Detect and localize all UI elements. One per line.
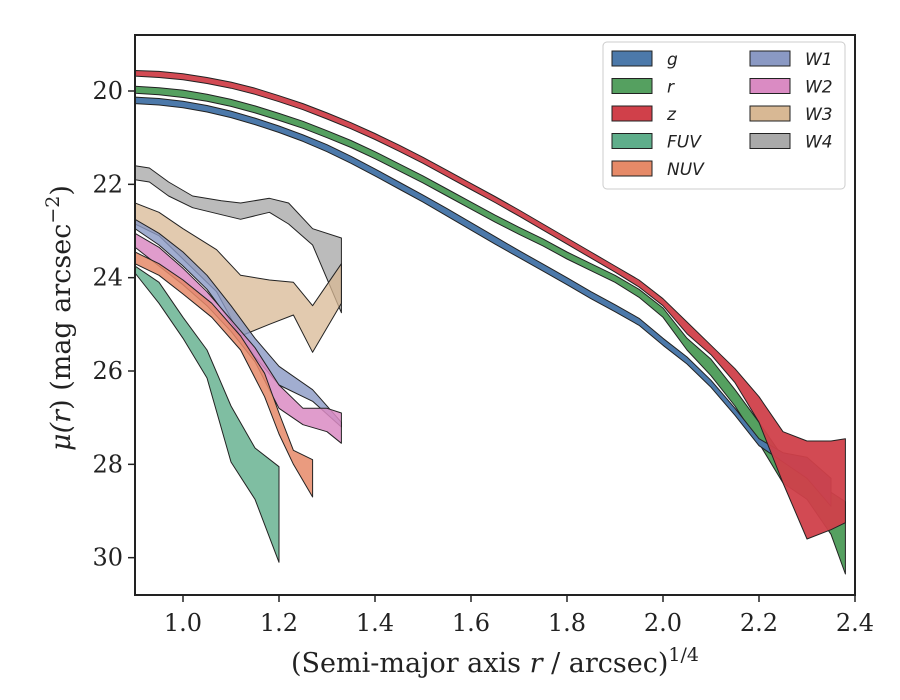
band-layer [135, 70, 846, 575]
band-nuv [135, 251, 314, 498]
band-fuv [135, 265, 280, 563]
legend-swatch-r [611, 78, 653, 94]
legend-label-w3: W3 [805, 105, 833, 125]
y-tick-label: 28 [92, 450, 123, 478]
legend-swatch-z [611, 105, 653, 122]
legend: grz FUV NUV W1 W2 W3 W4 [602, 41, 846, 190]
y-tick-label: 22 [92, 170, 123, 198]
legend-label-nuv: NUV [667, 160, 705, 180]
legend-label-w1: W1 [805, 50, 833, 70]
legend-label-z: z [666, 105, 677, 125]
y-axis: 20 22 24 26 28 30 [92, 77, 135, 572]
x-axis-title: (Semi-major axis r / arcsec)1/4 [291, 644, 699, 679]
x-tick-label: 1.6 [452, 609, 490, 637]
x-tick-label: 2.2 [740, 609, 778, 637]
legend-swatch-w1 [749, 50, 791, 67]
legend-label-w2: W2 [805, 78, 833, 98]
x-tick-label: 1.8 [548, 609, 586, 637]
legend-swatch-g [611, 50, 653, 67]
x-tick-label: 2.0 [644, 609, 682, 637]
plot-frame [134, 34, 856, 596]
y-axis-title: μ(r) (mag arcsec−2) [42, 185, 77, 451]
legend-label-g: g [667, 50, 678, 70]
y-tick-label: 20 [92, 77, 123, 105]
legend-label-fuv: FUV [667, 133, 702, 153]
y-tick-label: 24 [92, 264, 123, 292]
x-tick-label: 1.4 [356, 609, 394, 637]
x-tick-label: 1.0 [164, 609, 202, 637]
legend-swatch-w4 [749, 133, 791, 149]
legend-swatch-w3 [749, 105, 791, 122]
x-tick-label: 2.4 [836, 609, 874, 637]
y-tick-label: 30 [92, 544, 123, 572]
x-axis: 1.0 1.2 1.4 1.6 1.8 2.0 2.2 2.4 [164, 595, 874, 637]
legend-label-w4: W4 [805, 133, 833, 153]
band-w4 [135, 165, 342, 314]
legend-swatch-nuv [611, 160, 653, 177]
legend-swatch-fuv [611, 133, 653, 149]
y-tick-label: 26 [92, 357, 123, 385]
legend-label-r: r [667, 78, 675, 98]
band-r [135, 85, 846, 575]
band-z [135, 70, 846, 540]
legend-swatch-w2 [749, 78, 791, 94]
x-tick-label: 1.2 [260, 609, 298, 637]
